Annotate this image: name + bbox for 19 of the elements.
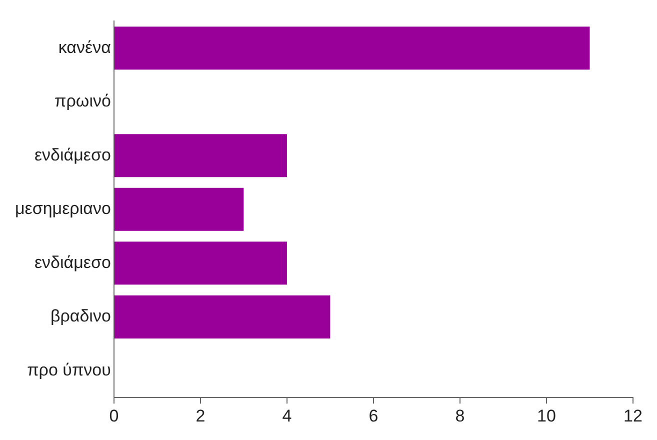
x-tick-label: 10 — [537, 406, 556, 426]
x-tick-label: 8 — [455, 406, 465, 426]
bar — [114, 26, 590, 70]
bar — [114, 242, 287, 285]
x-tick-label: 0 — [109, 406, 119, 426]
y-tick-label: ενδιάμεσο — [34, 145, 111, 164]
y-tick-label: βραδινο — [50, 306, 111, 326]
x-tick-label: 2 — [196, 406, 206, 426]
x-tick-label: 4 — [282, 406, 292, 426]
x-tick-label: 12 — [624, 406, 642, 426]
y-tick-label: προ ύπνου — [27, 360, 111, 380]
bar — [114, 295, 330, 338]
bar — [114, 188, 244, 231]
y-tick-label: ενδιάμεσο — [34, 252, 111, 272]
y-tick-label: κανένα — [58, 38, 112, 57]
y-tick-label: μεσημεριανο — [14, 199, 111, 218]
bar — [114, 134, 287, 178]
y-tick-label: πρωινό — [54, 92, 111, 111]
x-tick-label: 6 — [368, 406, 378, 426]
